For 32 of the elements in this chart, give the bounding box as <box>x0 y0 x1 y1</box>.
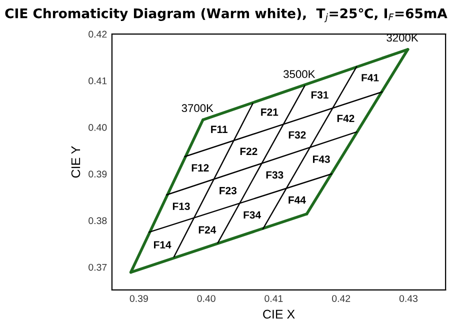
x-tick-label: 0.43 <box>399 295 418 302</box>
annotation: 3500K <box>284 70 316 78</box>
annotation: F22 <box>240 148 258 155</box>
annotation: F31 <box>311 91 328 99</box>
annotation: F21 <box>261 108 278 116</box>
x-axis-title: CIE X <box>263 310 295 319</box>
y-tick-label: 0.38 <box>88 217 107 224</box>
annotation: F44 <box>288 196 306 204</box>
y-tick-label: 0.37 <box>88 264 107 271</box>
annotation: F13 <box>172 202 190 210</box>
y-axis-title: CIE Y <box>71 146 80 178</box>
annotation: F32 <box>288 131 306 139</box>
annotation: F11 <box>211 126 228 133</box>
x-tick-label: 0.39 <box>130 295 148 302</box>
annotation: F33 <box>266 171 284 179</box>
annotation: F42 <box>337 114 354 122</box>
annotation: F24 <box>198 226 216 234</box>
annotation: F41 <box>362 74 379 82</box>
chart-title: CIE Chromaticity Diagram (Warm white), T$_{j}$=25℃, I$_{F}$=65mA <box>5 8 448 22</box>
x-tick-label: 0.42 <box>332 295 350 302</box>
y-tick-label: 0.42 <box>88 30 107 38</box>
annotation: F12 <box>192 164 209 172</box>
annotation: 3700K <box>182 104 214 112</box>
annotation: F43 <box>313 156 330 163</box>
x-tick-label: 0.41 <box>264 295 283 302</box>
annotation: F34 <box>244 211 261 219</box>
annotation: F23 <box>220 186 237 194</box>
annotation: F14 <box>154 241 172 248</box>
y-tick-label: 0.39 <box>88 170 107 178</box>
y-tick-label: 0.40 <box>88 124 107 131</box>
y-tick-label: 0.41 <box>88 77 107 84</box>
x-tick-label: 0.40 <box>197 295 216 302</box>
